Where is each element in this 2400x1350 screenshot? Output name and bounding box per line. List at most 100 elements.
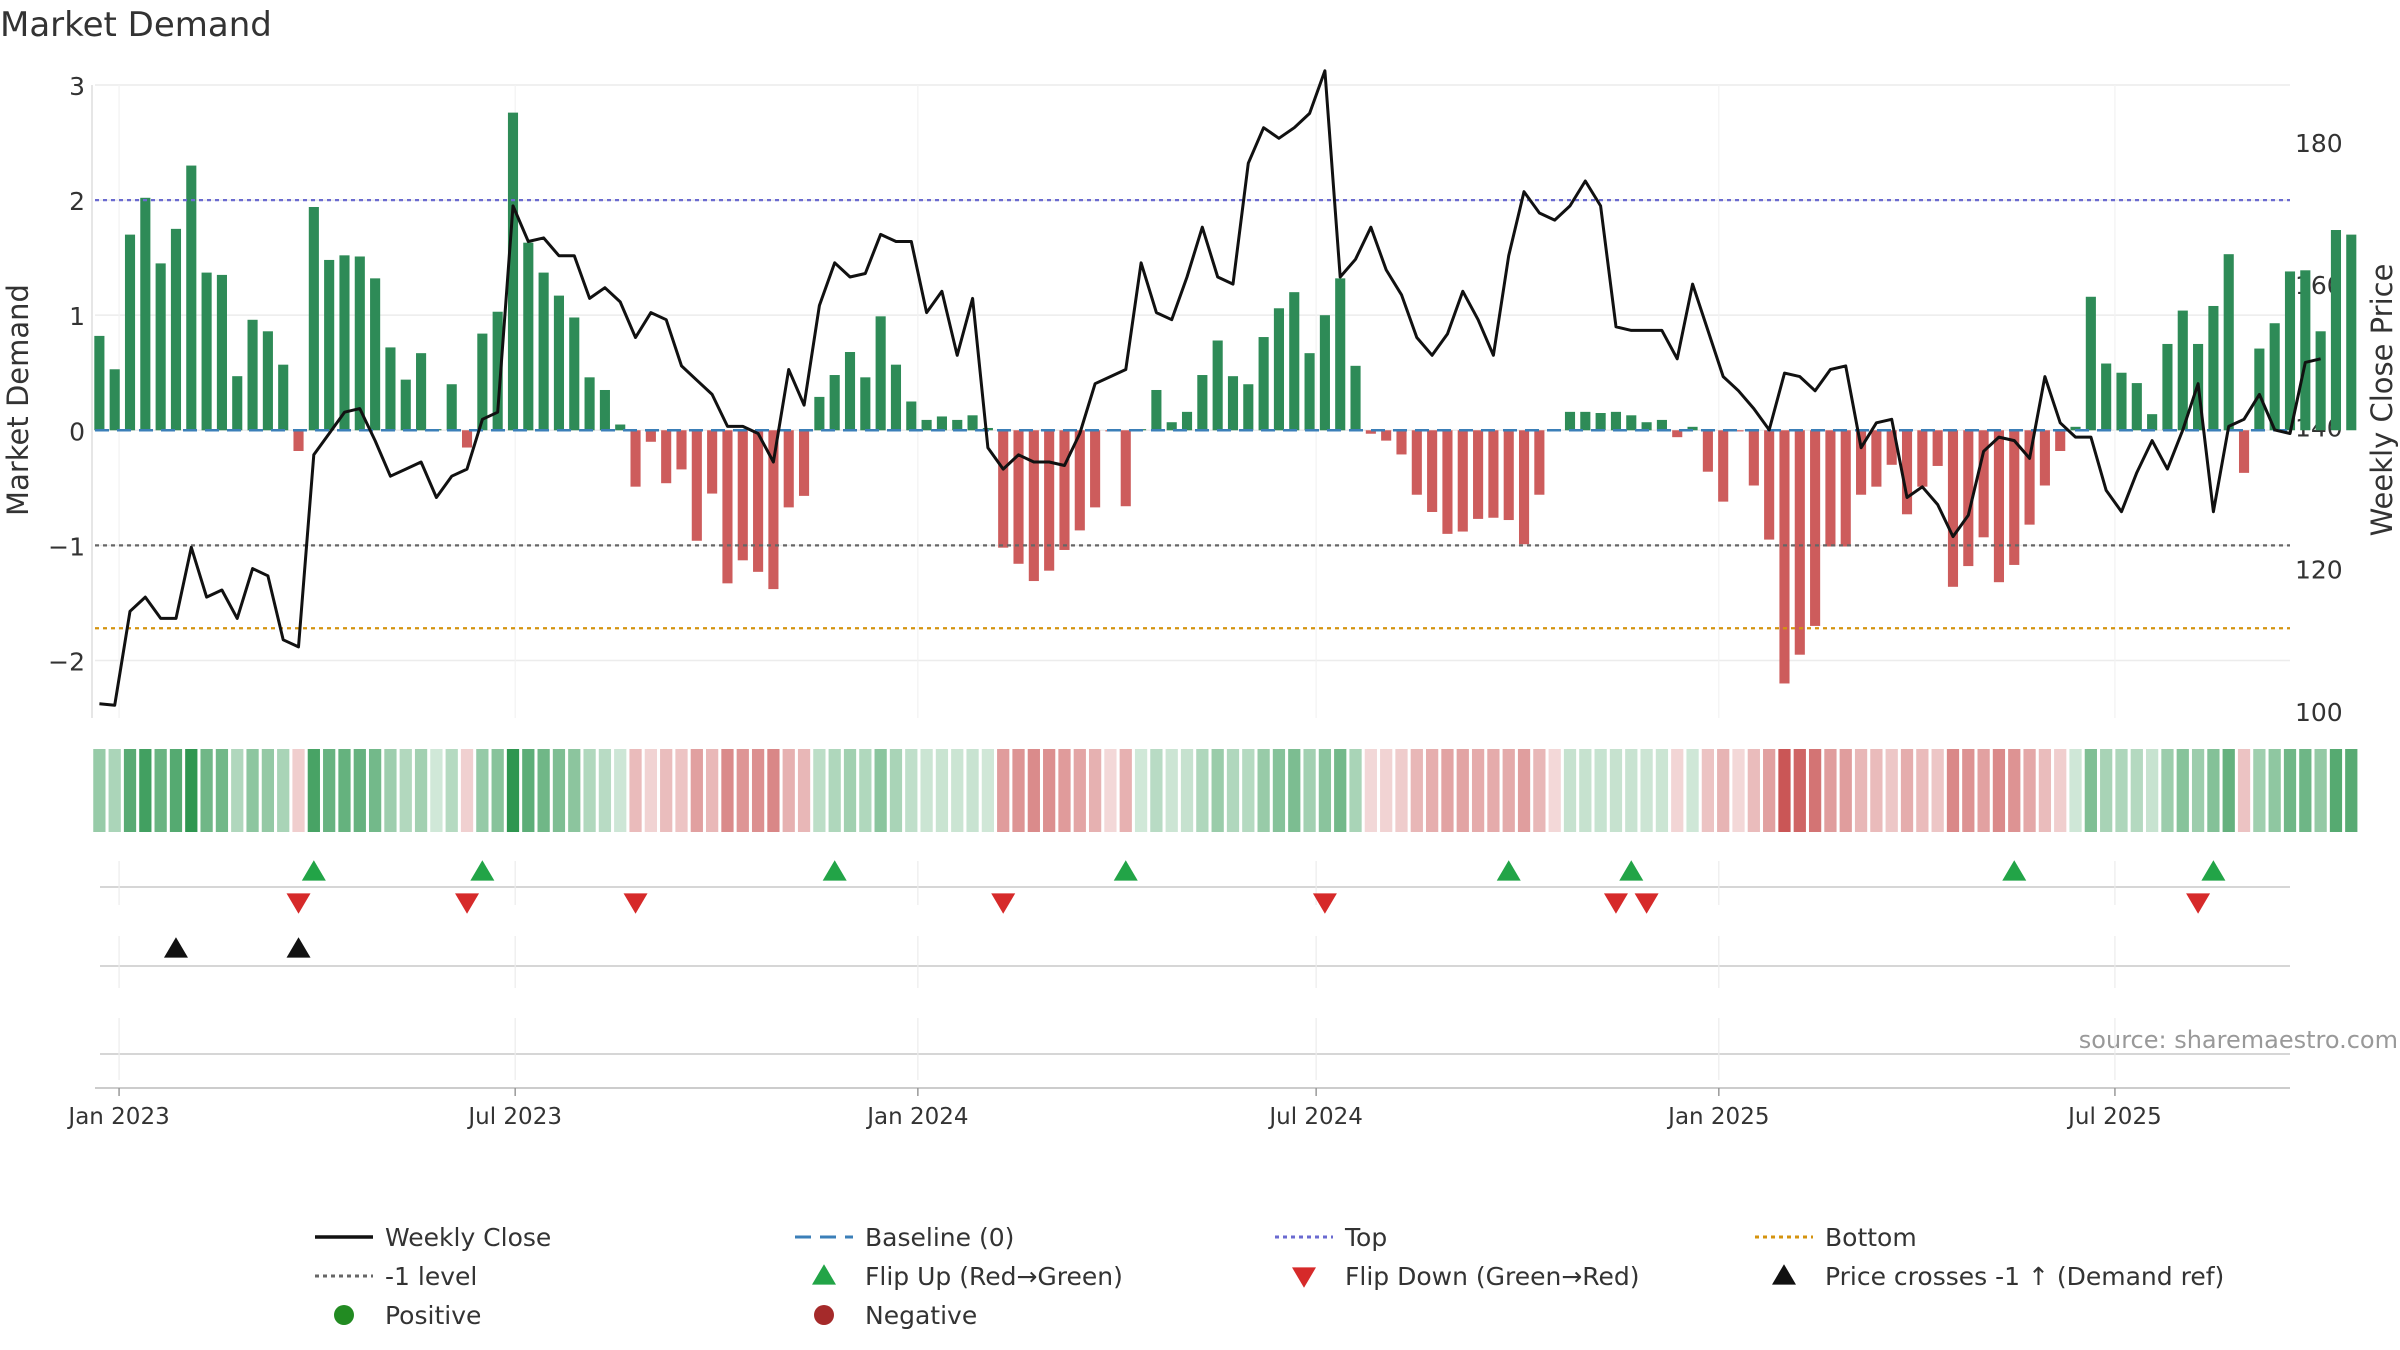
heat-cell bbox=[797, 749, 811, 832]
heat-cell bbox=[1426, 749, 1439, 832]
demand-bar bbox=[1488, 430, 1499, 518]
demand-bar bbox=[1090, 430, 1101, 508]
heat-cell bbox=[200, 749, 213, 832]
x-axis: Jan 2023 Jul 2023 Jan 2024 Jul 2024 Jan 2025… bbox=[66, 1087, 2290, 1130]
heat-cell bbox=[767, 749, 780, 832]
heat-cell bbox=[1732, 749, 1745, 832]
demand-bar bbox=[2085, 296, 2096, 431]
heat-cell bbox=[1395, 749, 1408, 832]
y-tick-label: 0 bbox=[69, 417, 85, 446]
demand-bar bbox=[1442, 430, 1453, 534]
demand-bar bbox=[2162, 343, 2173, 431]
demand-bar bbox=[753, 430, 764, 572]
demand-bar bbox=[1181, 411, 1193, 431]
demand-bar bbox=[1166, 422, 1177, 431]
x-tick-label: Jan 2025 bbox=[1666, 1104, 1769, 1130]
demand-bar bbox=[1427, 430, 1438, 512]
y-right-tick-label: 100 bbox=[2295, 698, 2343, 727]
heat-cell bbox=[843, 749, 857, 832]
demand-bar bbox=[507, 112, 519, 431]
heat-cell bbox=[1808, 749, 1822, 832]
demand-bar bbox=[1733, 430, 1744, 432]
heat-cell bbox=[215, 749, 229, 832]
chart-title: Market Demand bbox=[0, 5, 272, 45]
demand-bar bbox=[1810, 430, 1821, 626]
flip-down-marker bbox=[1312, 893, 1337, 914]
heat-cell bbox=[1992, 749, 2006, 832]
heat-cell bbox=[537, 749, 550, 832]
heat-cell bbox=[905, 749, 918, 832]
demand-bar bbox=[1687, 426, 1698, 431]
demand-bar bbox=[2315, 331, 2326, 431]
demand-bar bbox=[1963, 430, 1974, 567]
heat-cell bbox=[93, 749, 106, 832]
demand-bar bbox=[967, 415, 978, 431]
heat-cell bbox=[2176, 749, 2189, 832]
flip-down-marker bbox=[1603, 893, 1628, 914]
heat-cell bbox=[2345, 749, 2358, 832]
heat-cell bbox=[675, 749, 688, 832]
heat-cell bbox=[997, 749, 1010, 832]
demand-bar bbox=[1825, 430, 1836, 547]
heat-cell bbox=[583, 749, 596, 832]
demand-bar bbox=[2131, 383, 2142, 431]
demand-bar bbox=[1840, 430, 1851, 547]
heat-cell bbox=[736, 749, 749, 832]
heat-cell bbox=[2299, 749, 2312, 832]
heat-cell bbox=[1410, 749, 1423, 832]
heat-cell bbox=[1487, 749, 1500, 832]
demand-bar bbox=[1227, 376, 1239, 431]
legend-label: Negative bbox=[865, 1301, 977, 1330]
demand-bar bbox=[1580, 411, 1591, 431]
heat-cell bbox=[2146, 749, 2159, 832]
demand-bar bbox=[1212, 340, 1223, 431]
heat-cell bbox=[491, 749, 504, 832]
demand-bar bbox=[1656, 419, 1667, 431]
legend-label: Flip Up (Red→Green) bbox=[865, 1262, 1123, 1291]
demand-bar bbox=[1319, 315, 1330, 431]
heat-cell bbox=[261, 749, 275, 832]
demand-bar bbox=[798, 430, 810, 496]
demand-bar bbox=[339, 255, 350, 431]
heat-cell bbox=[2222, 749, 2235, 832]
demand-bar bbox=[2055, 430, 2066, 451]
heat-cell bbox=[414, 749, 428, 832]
heat-cell bbox=[2237, 749, 2251, 832]
heat-cell bbox=[476, 749, 489, 832]
demand-bar bbox=[1381, 430, 1392, 441]
heat-cell bbox=[874, 749, 887, 832]
heat-cell bbox=[2161, 749, 2174, 832]
heat-cell bbox=[1012, 749, 1025, 832]
y-tick-label: −2 bbox=[48, 647, 85, 676]
demand-bar bbox=[1396, 430, 1407, 455]
heat-cell bbox=[1686, 749, 1699, 832]
flip-markers-row bbox=[100, 860, 2290, 914]
heat-cell bbox=[1609, 749, 1623, 832]
heat-cell bbox=[1717, 749, 1730, 832]
y-tick-label: 1 bbox=[69, 302, 85, 331]
heat-cell bbox=[1211, 749, 1224, 832]
heat-cell bbox=[1916, 749, 1929, 832]
heat-cell bbox=[629, 749, 642, 832]
demand-bar bbox=[385, 347, 396, 431]
demand-bar bbox=[1365, 430, 1376, 434]
demand-bar bbox=[155, 263, 166, 431]
flip-down-marker bbox=[286, 893, 311, 914]
flip-down-marker bbox=[455, 893, 480, 914]
legend-label: -1 level bbox=[385, 1262, 477, 1291]
demand-bar bbox=[599, 389, 610, 431]
demand-bar bbox=[1151, 389, 1162, 431]
demand-bar bbox=[1901, 430, 1913, 515]
demand-bar bbox=[1243, 384, 1254, 431]
heat-cell bbox=[169, 749, 183, 832]
heat-cell bbox=[2100, 749, 2113, 832]
heat-cell bbox=[1180, 749, 1194, 832]
heat-cell bbox=[859, 749, 872, 832]
heat-cell bbox=[1364, 749, 1377, 832]
heat-cell bbox=[721, 749, 734, 832]
heat-cell bbox=[2268, 749, 2281, 832]
demand-bar bbox=[1304, 353, 1315, 431]
demand-bar bbox=[1059, 430, 1070, 550]
heat-cell bbox=[1579, 749, 1592, 832]
